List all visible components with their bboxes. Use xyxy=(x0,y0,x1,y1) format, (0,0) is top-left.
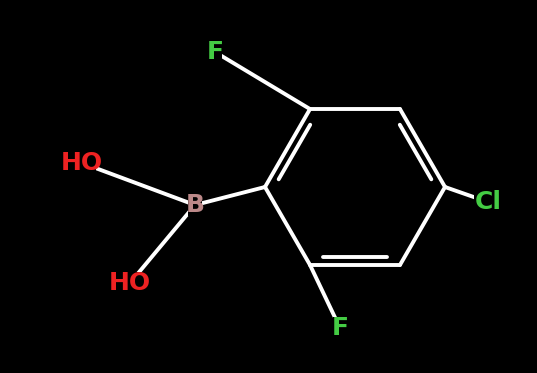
FancyBboxPatch shape xyxy=(333,317,347,339)
Text: HO: HO xyxy=(61,151,103,175)
FancyBboxPatch shape xyxy=(68,152,96,174)
Text: F: F xyxy=(331,316,349,340)
FancyBboxPatch shape xyxy=(117,272,143,294)
Text: B: B xyxy=(185,193,205,217)
FancyBboxPatch shape xyxy=(188,194,202,216)
Text: Cl: Cl xyxy=(475,190,502,214)
FancyBboxPatch shape xyxy=(474,191,502,213)
Text: F: F xyxy=(207,40,223,64)
FancyBboxPatch shape xyxy=(208,41,222,63)
Text: HO: HO xyxy=(109,271,151,295)
